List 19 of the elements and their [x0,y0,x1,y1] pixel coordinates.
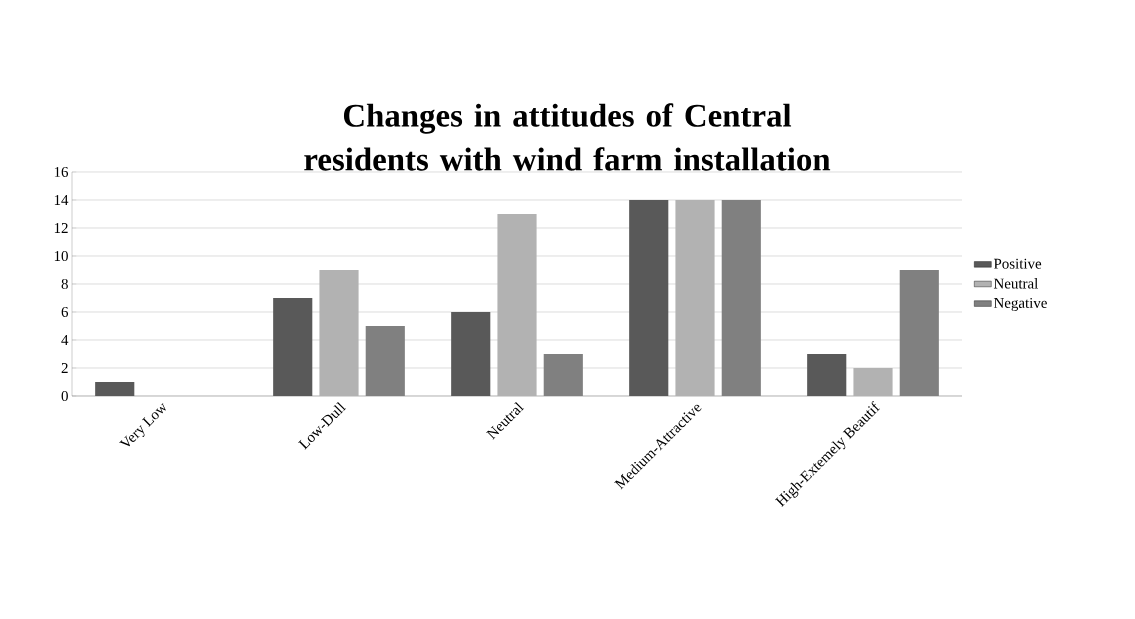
legend-label: Negative [993,297,1047,311]
y-tick-label: 6 [61,306,69,317]
legend-label: Positive [993,258,1042,269]
y-tick-label: 0 [61,390,68,402]
x-tick-label: Very Low [119,403,166,447]
y-tick-label: 14 [54,195,69,205]
bar [273,297,313,396]
y-tick-label: 8 [61,278,68,290]
bar [629,199,669,396]
bar [807,353,847,396]
y-tick-label: 2 [61,363,68,373]
bar [95,381,135,396]
y-tick-label: 16 [54,166,69,177]
legend-label: Neutral [993,278,1038,289]
chart-title: Changes in attitudes of Central residents with wind farm installation [304,103,831,171]
bar [451,311,491,396]
y-tick-label: 4 [61,335,69,345]
y-tick-label: 12 [54,223,68,233]
y-tick-label: 10 [54,250,68,262]
